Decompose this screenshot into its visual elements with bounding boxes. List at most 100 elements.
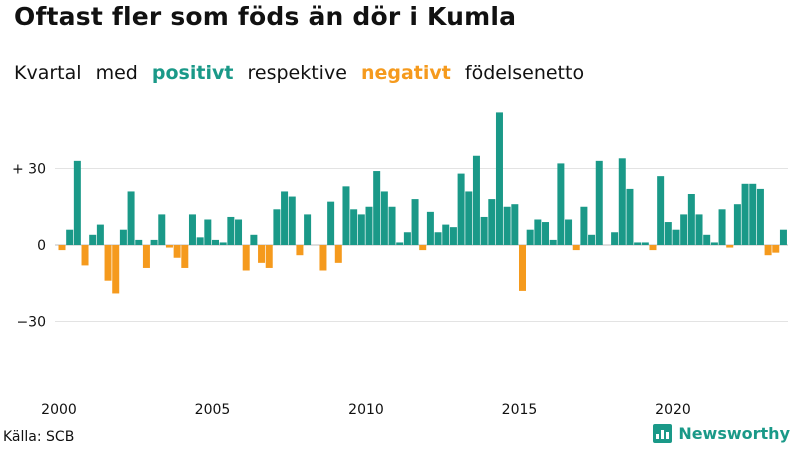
bar (618, 158, 626, 245)
bar (273, 209, 281, 245)
bar (212, 239, 219, 245)
bar (588, 234, 596, 245)
bar (465, 191, 473, 245)
bar (503, 206, 511, 245)
bar (411, 199, 419, 245)
bar (288, 196, 296, 245)
bar (196, 237, 204, 245)
bar (457, 173, 465, 245)
y-tick-label: −30 (16, 315, 46, 331)
bar (66, 229, 74, 245)
bar (611, 232, 619, 245)
bar (250, 234, 258, 245)
bar (135, 239, 143, 245)
bar (357, 214, 365, 245)
bar (595, 160, 603, 245)
x-tick-label: 2000 (41, 402, 77, 418)
bar (756, 188, 764, 245)
bar (258, 245, 266, 263)
bar (281, 191, 289, 245)
bar (488, 199, 496, 245)
bar (572, 245, 580, 251)
brand-name: Newsworthy (678, 424, 790, 443)
subtitle-word-respektive: respektive (247, 62, 347, 84)
bar (150, 239, 158, 245)
bar (542, 222, 550, 245)
subtitle-word-kvartal: Kvartal (14, 62, 82, 84)
bar (334, 245, 342, 263)
bar (365, 206, 373, 245)
subtitle-word-med: med (95, 62, 138, 84)
bar (242, 245, 250, 271)
chart-subtitle: Kvartal med positivt respektive negativt… (14, 62, 592, 84)
chart-title: Oftast fler som föds än dör i Kumla (14, 2, 517, 31)
bar (96, 224, 104, 245)
brand-logo: Newsworthy (653, 424, 790, 443)
bar (549, 239, 557, 245)
bar (188, 214, 196, 245)
bar (626, 188, 634, 245)
bar (695, 214, 703, 245)
bar (265, 245, 273, 268)
bar (227, 216, 235, 245)
bar (641, 242, 649, 245)
bar (119, 229, 127, 245)
x-tick-label: 2005 (195, 402, 231, 418)
bar (718, 209, 726, 245)
bar (480, 216, 488, 245)
bar (565, 219, 573, 245)
bar (73, 160, 81, 245)
bar (350, 209, 358, 245)
bar (726, 245, 734, 248)
bar (779, 229, 787, 245)
bar (327, 201, 335, 245)
bar (342, 186, 350, 245)
chart-bars (58, 112, 787, 294)
bar (142, 245, 150, 268)
bar (657, 176, 665, 245)
bar (634, 242, 642, 245)
bar (710, 242, 718, 245)
bar (772, 245, 780, 253)
bar (403, 232, 411, 245)
bar (511, 204, 519, 245)
x-tick-label: 2020 (655, 402, 691, 418)
bar (526, 229, 534, 245)
subtitle-negative-label: negativt (360, 62, 451, 84)
bar (426, 211, 434, 245)
y-axis-ticks: + 30 0 −30 (12, 162, 46, 331)
bar (557, 163, 565, 245)
x-tick-label: 2010 (348, 402, 384, 418)
bar (165, 245, 173, 248)
bar (296, 245, 304, 256)
bar (534, 219, 542, 245)
bar (442, 224, 450, 245)
bar (680, 214, 688, 245)
bar (219, 242, 227, 245)
y-tick-label: + 30 (12, 162, 46, 178)
bar (741, 183, 749, 245)
bar (373, 171, 381, 245)
bar (495, 112, 503, 246)
bar (204, 219, 212, 245)
bar (749, 183, 757, 245)
bar (104, 245, 112, 281)
y-tick-label: 0 (37, 238, 46, 254)
bar (672, 229, 680, 245)
bar (434, 232, 442, 245)
bar (304, 214, 312, 245)
bar (733, 204, 741, 245)
bar-chart-icon (653, 424, 673, 443)
bar (580, 206, 588, 245)
bar (519, 245, 526, 291)
bar (112, 245, 120, 294)
bar (319, 245, 327, 271)
x-tick-label: 2015 (502, 402, 538, 418)
bar (396, 242, 404, 245)
bar (89, 234, 97, 245)
bar (449, 227, 457, 245)
bar (158, 214, 166, 245)
bar (764, 245, 772, 256)
bar (703, 234, 711, 245)
